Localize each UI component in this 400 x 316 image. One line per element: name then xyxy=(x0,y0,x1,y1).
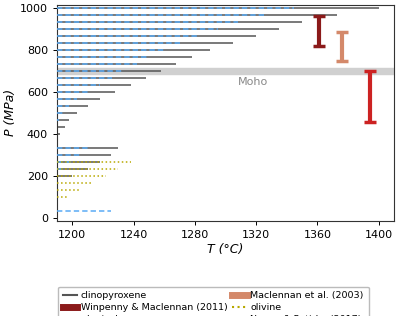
plagioclase xyxy=(54,6,59,10)
olivine xyxy=(128,160,133,164)
Y-axis label: P (MPa): P (MPa) xyxy=(4,89,17,137)
plagioclase xyxy=(292,6,297,10)
Text: Moho: Moho xyxy=(238,77,268,87)
X-axis label: T (°C): T (°C) xyxy=(207,243,244,256)
Legend: clinopyroxene, Winpenny & Maclennan (2011), plagioclase, Maclennan et al. (2003): clinopyroxene, Winpenny & Maclennan (201… xyxy=(58,287,368,316)
Bar xyxy=(57,68,394,74)
olivine xyxy=(54,160,59,164)
